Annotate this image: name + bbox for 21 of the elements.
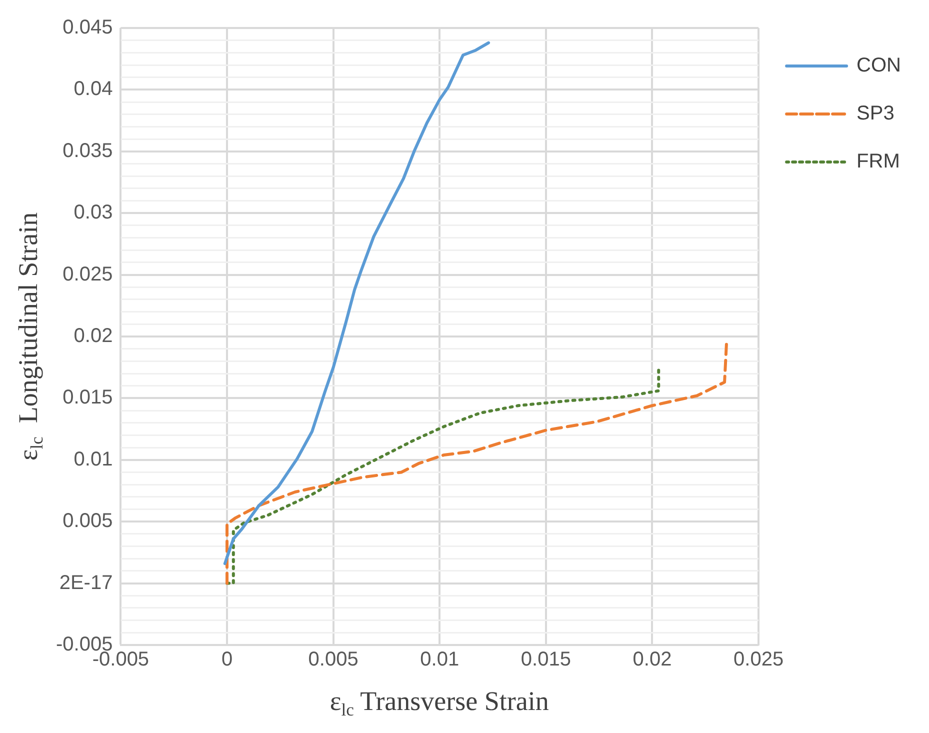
y-tick-label: 0.04 [74,78,113,100]
y-tick-label: 0.035 [62,140,113,162]
y-tick-label: 0.03 [74,202,113,224]
x-tick-label: 0 [221,648,233,671]
legend-label: SP3 [856,102,894,125]
legend-label: CON [856,54,902,77]
x-tick-label: 0.02 [632,648,672,671]
y-tick-label: 0.005 [62,510,113,532]
x-tick-label: 0.025 [734,648,784,671]
x-tick-label: 0.01 [420,648,460,671]
y-tick-label: 0.025 [62,263,113,286]
y-axis-title: εlc Longitudinal Strain [13,212,47,461]
y-tick-label: 2E-17 [59,572,113,594]
y-tick-label: 0.015 [62,386,113,409]
y-tick-label: 0.01 [74,448,113,470]
legend-label: FRM [856,150,900,173]
x-tick-label: 0.005 [308,648,358,671]
y-tick-label: 0.045 [62,16,113,39]
line-series [226,368,660,585]
y-tick-label: 0.02 [74,325,113,348]
x-tick-label: 0.015 [520,648,571,671]
